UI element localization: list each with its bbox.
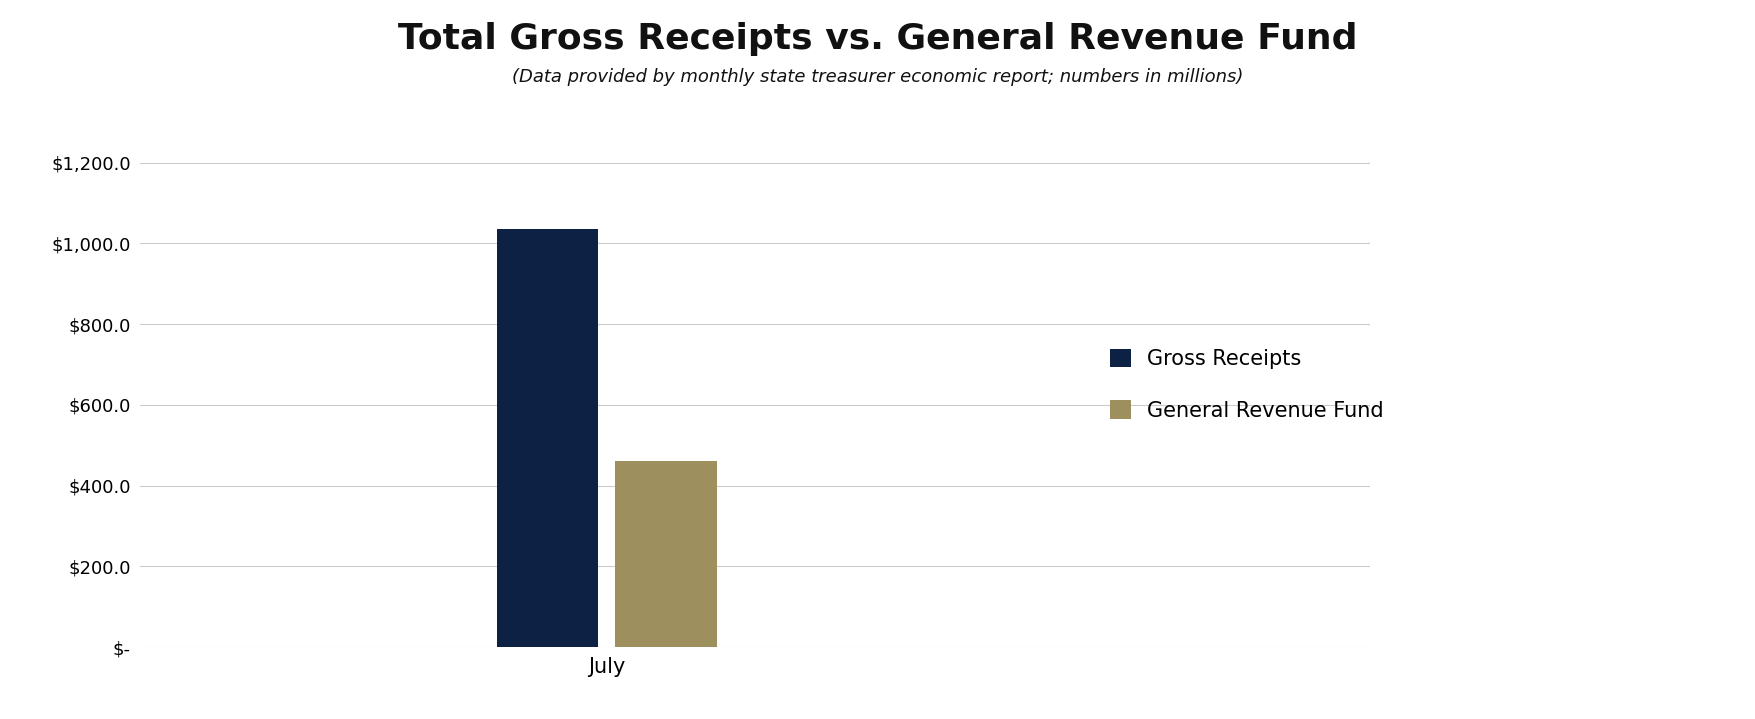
Text: Total Gross Receipts vs. General Revenue Fund: Total Gross Receipts vs. General Revenue… xyxy=(398,22,1357,55)
Legend: Gross Receipts, General Revenue Fund: Gross Receipts, General Revenue Fund xyxy=(1109,349,1383,421)
Bar xyxy=(614,462,716,647)
Bar xyxy=(497,229,598,647)
Text: (Data provided by monthly state treasurer economic report; numbers in millions): (Data provided by monthly state treasure… xyxy=(512,68,1243,86)
